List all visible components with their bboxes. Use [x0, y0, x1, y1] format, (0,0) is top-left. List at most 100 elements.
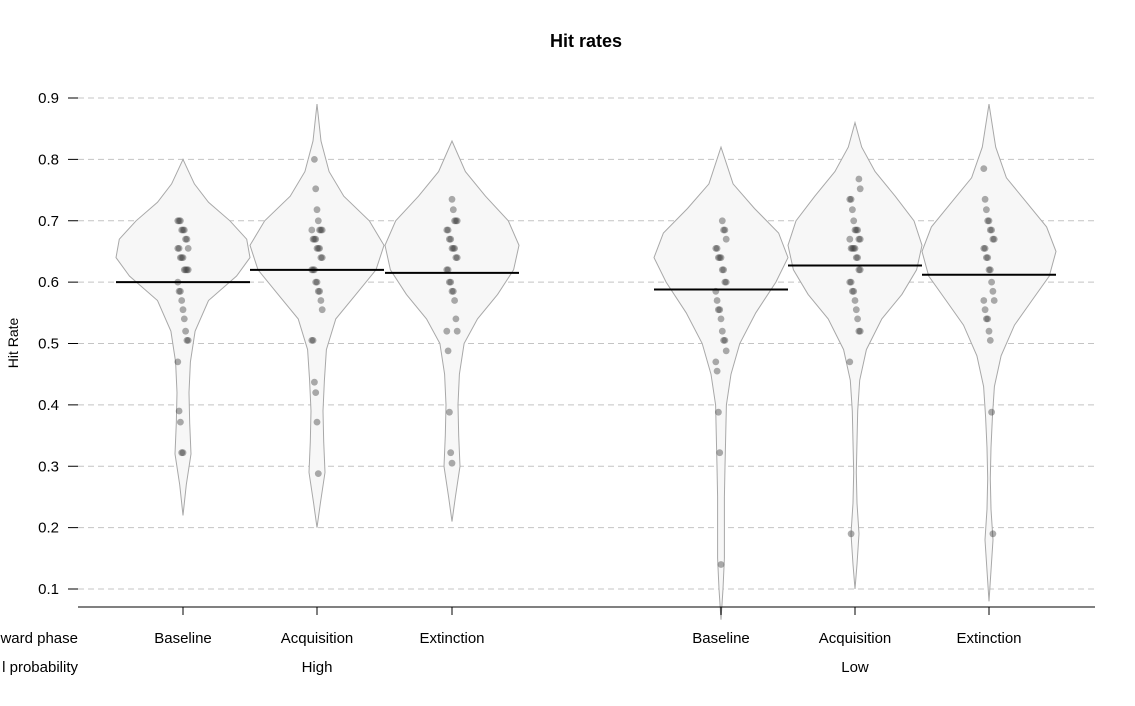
data-point	[988, 408, 995, 416]
data-point	[713, 367, 721, 375]
data-points	[174, 156, 998, 568]
data-point	[179, 449, 187, 457]
data-point	[715, 254, 722, 261]
data-point	[847, 530, 855, 538]
data-point	[988, 278, 995, 286]
data-point	[856, 235, 864, 243]
data-point	[314, 287, 322, 295]
violin-high-baseline	[115, 158, 251, 516]
x-category-label: Extinction	[419, 630, 484, 647]
data-point	[849, 206, 856, 214]
data-point	[453, 254, 461, 261]
data-point	[980, 245, 988, 252]
x-row-label-probability: l probability	[2, 659, 78, 676]
data-point	[177, 287, 184, 295]
data-point	[178, 226, 186, 234]
data-point	[183, 235, 191, 243]
data-point	[183, 266, 191, 274]
data-point	[715, 306, 722, 314]
data-point	[448, 459, 456, 467]
data-point	[855, 266, 863, 274]
data-point	[444, 347, 452, 355]
data-point	[847, 278, 855, 286]
violin-high-acquisition	[249, 104, 385, 528]
data-point	[981, 306, 989, 314]
data-point	[443, 266, 451, 274]
data-point	[453, 327, 461, 335]
data-point	[721, 337, 729, 344]
data-point	[449, 245, 457, 252]
data-point	[718, 217, 726, 225]
data-point	[312, 185, 320, 193]
data-point	[850, 245, 858, 252]
data-point	[317, 226, 325, 234]
data-point	[846, 358, 854, 366]
data-point	[856, 185, 864, 193]
data-point	[715, 408, 722, 416]
data-point	[717, 315, 725, 323]
data-point	[722, 347, 730, 355]
data-point	[716, 254, 724, 261]
data-point	[180, 266, 188, 274]
data-point	[856, 266, 864, 274]
data-point	[983, 206, 990, 214]
data-point	[318, 306, 326, 314]
data-point	[317, 297, 325, 304]
data-point	[313, 418, 321, 426]
data-point	[984, 315, 992, 323]
data-point	[846, 278, 854, 286]
data-point	[453, 217, 461, 225]
data-point	[849, 245, 856, 252]
data-point	[180, 226, 188, 234]
data-point	[713, 245, 721, 252]
y-tick-label: 0.6	[38, 274, 59, 291]
data-point	[313, 278, 321, 286]
data-point	[985, 327, 993, 335]
data-point	[856, 327, 864, 335]
data-point	[314, 470, 322, 477]
data-point	[311, 378, 318, 386]
data-point	[722, 278, 730, 286]
data-point	[713, 297, 721, 304]
data-point	[980, 165, 988, 173]
data-point	[179, 226, 187, 234]
y-tick-label: 0.4	[38, 397, 59, 414]
violin-low-baseline	[653, 145, 789, 620]
data-point	[311, 156, 318, 163]
data-point	[178, 297, 186, 304]
data-point	[990, 235, 998, 243]
violins	[115, 104, 1057, 620]
grid-lines	[78, 97, 1095, 590]
data-point	[175, 287, 183, 295]
data-point	[177, 217, 184, 225]
data-point	[717, 254, 725, 261]
data-point	[451, 297, 458, 304]
data-point	[846, 195, 854, 203]
data-point	[318, 226, 326, 234]
data-point	[847, 195, 855, 203]
data-point	[449, 206, 457, 214]
data-point	[983, 315, 990, 323]
data-point	[718, 266, 726, 274]
data-point	[852, 226, 860, 234]
data-point	[452, 315, 460, 323]
data-point	[847, 245, 855, 252]
data-point	[317, 254, 325, 261]
data-point	[851, 245, 859, 252]
x-category-label: Acquisition	[819, 630, 892, 647]
data-point	[446, 408, 453, 416]
data-point	[312, 278, 320, 286]
data-point	[308, 337, 316, 344]
data-point	[980, 297, 988, 304]
data-point	[855, 175, 863, 183]
data-point	[721, 278, 729, 286]
data-point	[985, 266, 993, 274]
data-point	[316, 226, 323, 234]
data-point	[717, 561, 725, 568]
data-point	[308, 226, 316, 234]
data-point	[718, 327, 726, 335]
data-point	[852, 254, 860, 261]
data-point	[447, 449, 455, 457]
data-point	[313, 245, 321, 252]
data-point	[175, 217, 183, 225]
